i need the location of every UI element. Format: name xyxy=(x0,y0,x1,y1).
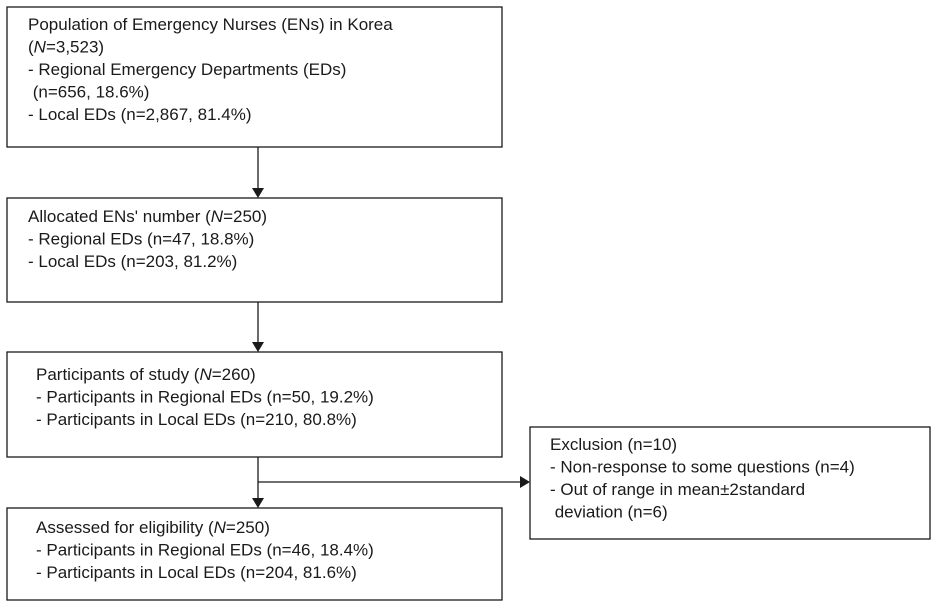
box-text-line: - Regional Emergency Departments (EDs) xyxy=(28,60,346,79)
box-text-line: - Out of range in mean±2standard xyxy=(550,480,805,499)
box-text-line: deviation (n=6) xyxy=(550,503,668,522)
text: Population of Emergency Nurses (ENs) in … xyxy=(28,15,393,34)
box-text-line: - Participants in Local EDs (n=210, 80.8… xyxy=(36,410,357,429)
box-text-line: (n=656, 18.6%) xyxy=(28,83,149,102)
box-text-line: - Regional EDs (n=47, 18.8%) xyxy=(28,230,254,249)
box-text-line: Exclusion (n=10) xyxy=(550,435,677,454)
arrowhead xyxy=(252,342,264,352)
text: - Participants in Regional EDs (n=46, 18… xyxy=(36,541,374,560)
box xyxy=(6,351,503,458)
arrowhead xyxy=(252,498,264,508)
box xyxy=(6,507,503,601)
text: - Participants in Local EDs (n=210, 80.8… xyxy=(36,410,357,429)
box-text-line: - Local EDs (n=2,867, 81.4%) xyxy=(28,105,251,124)
italic-text: N xyxy=(199,365,212,384)
text: - Out of range in mean±2standard xyxy=(550,480,805,499)
text: - Non-response to some questions (n=4) xyxy=(550,458,855,477)
text: - Regional Emergency Departments (EDs) xyxy=(28,60,346,79)
box xyxy=(529,426,931,540)
box-text-line: - Participants in Local EDs (n=204, 81.6… xyxy=(36,563,357,582)
text: Allocated ENs' number ( xyxy=(28,207,211,226)
text: - Regional EDs (n=47, 18.8%) xyxy=(28,230,254,249)
box-text-line: Participants of study (N=260) xyxy=(36,365,256,384)
text: - Local EDs (n=2,867, 81.4%) xyxy=(28,105,251,124)
box xyxy=(6,197,503,303)
italic-text: N xyxy=(211,207,224,226)
box-text-line: - Participants in Regional EDs (n=50, 19… xyxy=(36,388,374,407)
text: - Participants in Local EDs (n=204, 81.6… xyxy=(36,563,357,582)
text: ( xyxy=(28,38,34,57)
text: =250) xyxy=(223,207,267,226)
box-text-line: (N=3,523) xyxy=(28,38,104,57)
text: Participants of study ( xyxy=(36,365,200,384)
text: =3,523) xyxy=(46,38,104,57)
text: - Participants in Regional EDs (n=50, 19… xyxy=(36,388,374,407)
box-text-line: - Local EDs (n=203, 81.2%) xyxy=(28,252,237,271)
italic-text: N xyxy=(34,38,47,57)
text: - Local EDs (n=203, 81.2%) xyxy=(28,252,237,271)
arrowhead xyxy=(252,188,264,198)
box xyxy=(6,6,503,148)
text: =250) xyxy=(226,518,270,537)
arrowhead xyxy=(520,476,530,488)
box-text-line: Assessed for eligibility (N=250) xyxy=(36,518,270,537)
italic-text: N xyxy=(214,518,227,537)
box-text-line: Population of Emergency Nurses (ENs) in … xyxy=(28,15,393,34)
text: (n=656, 18.6%) xyxy=(28,83,149,102)
text: =260) xyxy=(212,365,256,384)
text: deviation (n=6) xyxy=(550,503,668,522)
box-text-line: Allocated ENs' number (N=250) xyxy=(28,207,267,226)
box-text-line: - Non-response to some questions (n=4) xyxy=(550,458,855,477)
text: Assessed for eligibility ( xyxy=(36,518,214,537)
box-text-line: - Participants in Regional EDs (n=46, 18… xyxy=(36,541,374,560)
text: Exclusion (n=10) xyxy=(550,435,677,454)
